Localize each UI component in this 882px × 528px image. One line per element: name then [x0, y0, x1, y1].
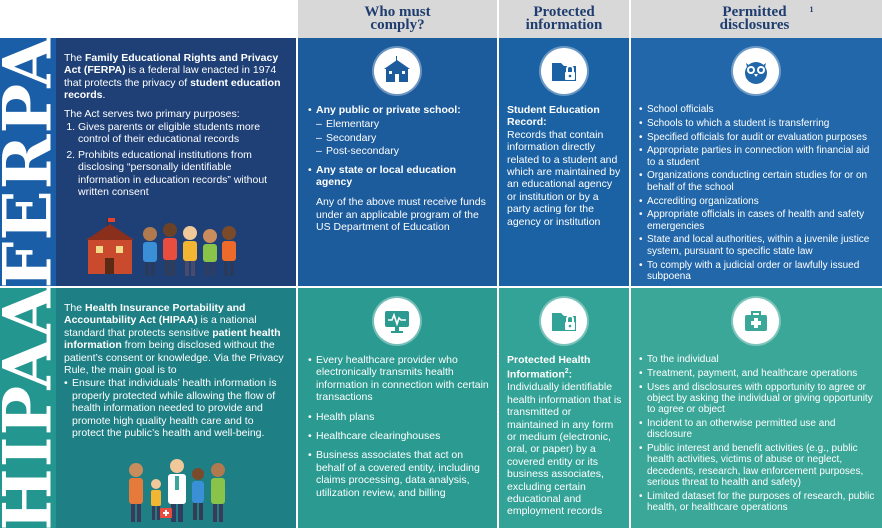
hipaa-permitted-disclosures: To the individual Treatment, payment, an…: [631, 288, 882, 528]
school-levels-list: Elementary Secondary Post-secondary: [316, 118, 489, 158]
ferpa-intro: The Family Educational Rights and Privac…: [64, 52, 288, 102]
medical-kit-icon: [745, 311, 767, 331]
header-who-label: Who must comply?: [364, 4, 431, 33]
school-level-item: Elementary: [316, 118, 489, 131]
ferpa-who-schools: Any public or private school:: [316, 104, 461, 116]
header-blank: [0, 0, 296, 38]
hipaa-protected-subject: patient health information: [64, 326, 281, 352]
medical-kit-icon-badge: [733, 298, 779, 344]
list-item: Any public or private school: Elementary…: [308, 104, 489, 158]
hipaa-who-must-comply: Every healthcare provider who electronic…: [298, 288, 497, 528]
ferpa-description: The Family Educational Rights and Privac…: [56, 38, 296, 286]
ferpa-band: FERPA: [0, 38, 56, 286]
hipaa-label: HIPAA: [0, 288, 56, 528]
monitor-heartbeat-icon-badge: [374, 298, 420, 344]
school-children-illustration: [86, 218, 236, 276]
hipaa-law-name: Health Insurance Portability and Account…: [64, 302, 246, 327]
list-item: Accrediting organizations: [639, 196, 878, 208]
list-item: Uses and disclosures with opportunity to…: [639, 382, 878, 416]
hipaa-disclosures-list: To the individual Treatment, payment, an…: [639, 354, 878, 513]
hipaa-protected-title-text: Protected Health Information: [507, 354, 591, 381]
list-item: Incident to an otherwise permitted use a…: [639, 418, 878, 441]
list-item: Business associates that act on behalf o…: [308, 449, 489, 499]
list-item: Limited dataset for the purposes of rese…: [639, 491, 878, 514]
ferpa-intro-post: .: [102, 89, 106, 102]
ferpa-purpose-item: Prohibits educational institutions from …: [78, 149, 278, 199]
list-item: School officials: [639, 104, 878, 116]
list-item: Specified officials for audit or evaluat…: [639, 132, 878, 144]
ferpa-intro-mid: is a federal law enacted in 1974 that pr…: [64, 64, 277, 89]
school-icon-badge: [374, 48, 420, 94]
hipaa-intro-pre: The: [64, 302, 86, 314]
owl-icon-badge: [733, 48, 779, 94]
list-item: Any state or local education agency: [308, 164, 489, 189]
hipaa-intro-mid: is a national standard that protects sen…: [64, 314, 257, 339]
hipaa-protected-title: Protected Health Information2:: [507, 354, 623, 381]
list-item: Schools to which a student is transferri…: [639, 118, 878, 130]
list-item: Appropriate parties in connection with f…: [639, 145, 878, 168]
hipaa-intro-post: from being disclosed without the patient…: [64, 339, 284, 377]
ferpa-label: FERPA: [0, 38, 56, 286]
hipaa-protected-text: Individually identifiable health informa…: [507, 381, 622, 518]
hipaa-goal-list: Ensure that individuals’ health informat…: [64, 377, 288, 439]
school-icon: [384, 56, 410, 82]
ferpa-protected-subject: student education records: [64, 76, 281, 102]
hipaa-intro: The Health Insurance Portability and Acc…: [64, 302, 288, 376]
list-item: To the individual: [639, 354, 878, 366]
healthcare-family-illustration: [129, 459, 225, 522]
ferpa-intro-pre: The: [64, 52, 86, 64]
list-item: Organizations conducting certain studies…: [639, 170, 878, 193]
hipaa-protected-title-end: :: [568, 368, 573, 381]
hipaa-protected-footnote: 2: [564, 368, 569, 376]
ferpa-protected-title: Student Education Record:: [507, 104, 600, 129]
folder-lock-icon-badge: [541, 48, 587, 94]
list-item: Every healthcare provider who electronic…: [308, 354, 489, 404]
ferpa-purposes-list: Gives parents or eligible students more …: [78, 121, 278, 198]
hipaa-description: The Health Insurance Portability and Acc…: [56, 288, 296, 528]
ferpa-who-must-comply: Any public or private school: Elementary…: [298, 38, 497, 286]
hipaa-protected-information: Protected Health Information2: Individua…: [499, 288, 629, 528]
folder-lock-icon: [552, 313, 576, 331]
folder-lock-icon-badge: [541, 298, 587, 344]
hipaa-band: HIPAA: [0, 288, 56, 528]
ferpa-law-name: Family Educational Rights and Privacy Ac…: [64, 52, 279, 77]
list-item: Appropriate officials in cases of health…: [639, 209, 878, 232]
ferpa-protected-text: Records that contain information directl…: [507, 128, 621, 228]
ferpa-funding-note: Any of the above must receive funds unde…: [316, 196, 486, 234]
header-who-must-comply: Who must comply?: [298, 0, 497, 38]
ferpa-permitted-disclosures: School officials Schools to which a stud…: [631, 38, 882, 286]
monitor-heartbeat-icon: [385, 311, 409, 333]
hipaa-who-list: Every healthcare provider who electronic…: [308, 354, 489, 499]
list-item: To comply with a judicial order or lawfu…: [639, 260, 878, 283]
ferpa-who-agency: Any state or local education agency: [316, 163, 457, 189]
school-level-item: Secondary: [316, 132, 489, 145]
header-protected-label: Protected information: [525, 4, 603, 33]
folder-lock-icon: [552, 63, 576, 81]
owl-icon: [745, 62, 767, 84]
hipaa-goal-item: Ensure that individuals’ health informat…: [64, 377, 288, 439]
header-permitted-footnote: 1: [809, 5, 814, 14]
header-permitted-disclosures: Permitted disclosures 1: [631, 0, 882, 38]
header-permitted-label: Permitted disclosures: [719, 4, 790, 33]
ferpa-purposes-intro: The Act serves two primary purposes:: [64, 107, 240, 120]
list-item: Healthcare clearinghouses: [308, 430, 489, 443]
ferpa-purpose-item: Gives parents or eligible students more …: [78, 121, 278, 146]
list-item: Public interest and benefit activities (…: [639, 443, 878, 488]
ferpa-protected-information: Student Education Record: Records that c…: [499, 38, 629, 286]
list-item: Health plans: [308, 411, 489, 424]
list-item: State and local authorities, within a ju…: [639, 234, 878, 257]
header-protected-information: Protected information: [499, 0, 629, 38]
ferpa-disclosures-list: School officials Schools to which a stud…: [639, 104, 878, 282]
school-level-item: Post-secondary: [316, 145, 489, 158]
ferpa-who-list: Any public or private school: Elementary…: [308, 104, 489, 188]
list-item: Treatment, payment, and healthcare opera…: [639, 368, 878, 380]
